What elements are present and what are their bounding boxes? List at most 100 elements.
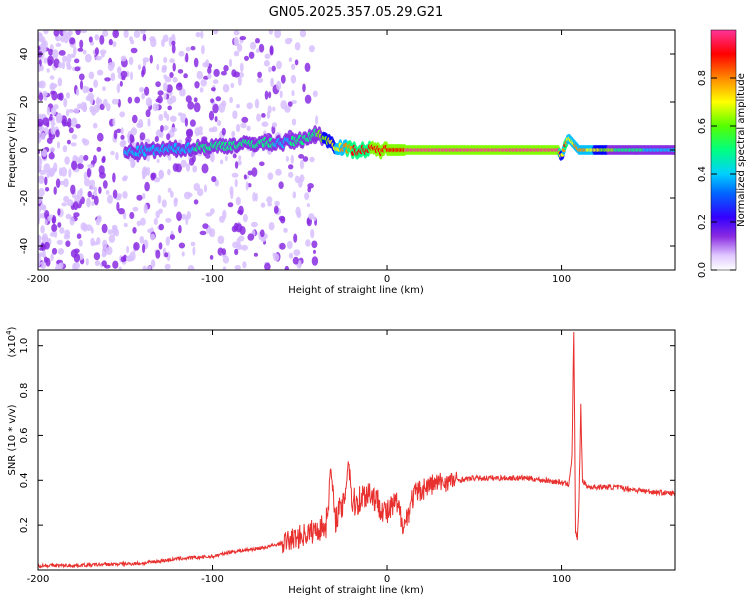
spectrogram-noise-cell — [91, 194, 95, 200]
y-tick-label: 0.2 — [19, 517, 30, 533]
x-tick-label: -100 — [201, 574, 224, 585]
spectrogram-noise-cell — [202, 223, 209, 230]
spectrogram-noise-cell — [48, 169, 55, 177]
spectrogram-noise-cell — [193, 97, 198, 103]
spectrogram-noise-cell — [232, 110, 238, 119]
x-tick-label: -100 — [201, 274, 224, 285]
spectrogram-noise-cell — [217, 120, 222, 127]
spectrogram-noise-cell — [85, 258, 89, 266]
spectrogram-noise-cell — [71, 117, 78, 128]
spectrogram-noise-cell — [70, 184, 76, 195]
spectrogram-noise-cell — [113, 129, 118, 140]
spectrogram-noise-cell — [237, 76, 242, 86]
spectrogram-noise-cell — [50, 121, 56, 127]
x-tick-label: -200 — [27, 274, 50, 285]
spectrogram-noise-cell — [306, 203, 310, 208]
spectrogram-noise-cell — [66, 109, 70, 117]
spectrogram-noise-cell — [244, 55, 249, 61]
spectrogram-noise-cell — [194, 81, 200, 89]
x-tick-label: 0 — [384, 274, 390, 285]
spectrogram-noise-cell — [159, 130, 164, 138]
spectrogram-noise-cell — [223, 65, 229, 72]
spectrogram-noise-cell — [62, 55, 68, 63]
spectrogram-noise-cell — [121, 139, 127, 146]
spectrogram-noise-cell — [65, 240, 71, 247]
spectrogram-noise-cell — [44, 219, 48, 226]
spectrogram-noise-cell — [94, 260, 101, 267]
spectrogram-noise-cell — [51, 90, 58, 101]
spectrogram-noise-cell — [275, 168, 282, 176]
spectrogram-noise-cell — [142, 57, 150, 63]
spectrogram-noise-cell — [112, 30, 119, 39]
spectrogram-noise-cell — [142, 243, 146, 254]
spectrogram-noise-cell — [304, 94, 312, 104]
spectrogram-noise-cell — [146, 166, 151, 176]
spectrogram-noise-cell — [254, 98, 260, 109]
spectrogram-noise-cell — [177, 112, 183, 117]
spectrogram-noise-cell — [81, 137, 87, 144]
spectrogram-noise-cell — [156, 63, 160, 71]
spectrogram-noise-cell — [62, 145, 68, 153]
spectrogram-noise-cell — [73, 107, 80, 114]
spectrogram-noise-cell — [221, 127, 226, 136]
spectrogram-noise-cell — [230, 82, 235, 89]
spectrogram-noise-cell — [56, 141, 61, 149]
spectrogram-noise-cell — [205, 212, 213, 217]
y-tick-label: 0.6 — [19, 427, 30, 443]
spectrogram-noise-cell — [147, 118, 151, 127]
spectrogram-noise-cell — [129, 133, 134, 143]
spectrogram-noise-cell — [47, 215, 52, 222]
spectrogram-noise-cell — [44, 176, 48, 186]
spectrogram-noise-cell — [58, 92, 64, 101]
y-tick-label: 0.8 — [19, 383, 30, 399]
spectrogram-noise-cell — [97, 215, 102, 222]
spectrogram-noise-cell — [73, 212, 80, 218]
spectrogram-noise-cell — [83, 154, 89, 161]
spectrogram-noise-cell — [116, 201, 120, 212]
snr-x-ticks: -200 -100 0 100 — [27, 330, 571, 585]
spectrogram-noise-cell — [229, 96, 234, 104]
spectrogram-noise-cell — [61, 202, 67, 207]
spectrogram-noise-cell — [274, 200, 280, 207]
spectrogram-noise-cell — [38, 139, 41, 144]
spectrogram-noise-cell — [241, 116, 249, 123]
colorbar-tick-label: 0.8 — [697, 70, 708, 86]
spectrogram-noise-cell — [290, 154, 294, 164]
spectrogram-noise-cell — [248, 51, 255, 59]
spectrogram-noise-cell — [139, 30, 147, 35]
spectrogram-noise-cell — [158, 169, 164, 179]
spectrogram-noise-cell — [120, 134, 125, 140]
spectrogram-noise-cell — [62, 30, 68, 37]
spectrogram-noise-cell — [40, 225, 45, 234]
spectrogram-noise-cell — [78, 154, 84, 164]
spectrogram-noise-cell — [210, 208, 215, 215]
spectrogram-noise-cell — [267, 172, 274, 180]
spectrogram-noise-cell — [222, 266, 227, 270]
spectrogram-noise-cell — [228, 58, 233, 68]
spectrogram-noise-cell — [112, 172, 116, 183]
spectrogram-noise-cell — [190, 241, 196, 247]
spectrogram-noise-cell — [193, 199, 199, 205]
spectrogram-noise-cell — [53, 230, 58, 238]
spectrogram-noise-cell — [78, 73, 85, 81]
spectrogram-noise-cell — [45, 187, 50, 192]
spectrogram-noise-cell — [139, 87, 145, 93]
spectrogram-noise-cell — [215, 96, 222, 102]
spectrogram-noise-cell — [93, 195, 99, 206]
spectrogram-noise-cell — [69, 37, 76, 45]
spectrogram-noise-cell — [46, 68, 50, 73]
spectrogram-noise-cell — [231, 172, 239, 178]
spectrogram-noise-cell — [243, 174, 247, 180]
spectrogram-noise-cell — [142, 168, 148, 178]
spectrogram-noise-cell — [284, 265, 289, 270]
spectrogram-noise-cell — [89, 87, 94, 93]
spectrogram-noise-cell — [157, 95, 163, 104]
spectrogram-noise-cell — [43, 57, 48, 64]
spectrogram-noise-cell — [207, 73, 212, 79]
spectrogram-noise-cell — [308, 213, 315, 220]
spectrogram-noise-cell — [87, 191, 92, 198]
spectrogram-noise-cell — [158, 223, 164, 231]
spectrogram-noise-cell — [200, 79, 207, 87]
spectrogram-noise-cell — [102, 180, 108, 189]
